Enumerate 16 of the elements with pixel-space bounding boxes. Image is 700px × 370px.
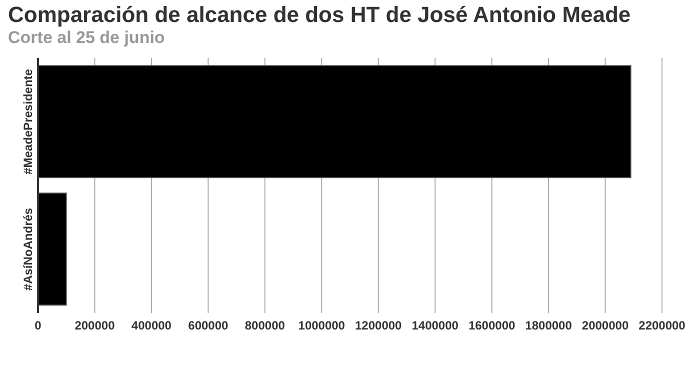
x-tick-label: 1600000 — [468, 318, 516, 333]
x-tick-label: 1200000 — [355, 318, 402, 333]
y-tick-label: #MeadePresidente — [21, 68, 35, 174]
x-tick-label: 600000 — [188, 318, 229, 333]
x-tick-label: 1800000 — [525, 318, 572, 333]
x-tick-label: 0 — [34, 318, 42, 333]
x-tick-label: 800000 — [244, 318, 286, 333]
chart-title: Comparación de alcance de dos HT de José Antonio Meade — [8, 2, 632, 28]
chart-subtitle: Corte al 25 de junio — [8, 28, 166, 48]
x-tick-label: 200000 — [74, 318, 116, 333]
x-tick-label: 1000000 — [298, 318, 346, 333]
x-tick-label: 2200000 — [638, 318, 686, 333]
x-tick-label: 1400000 — [412, 318, 459, 333]
x-tick-label: 400000 — [131, 318, 172, 333]
x-tick-label: 2000000 — [582, 318, 629, 333]
y-tick-label: #AsíNoAndrés — [21, 208, 35, 291]
